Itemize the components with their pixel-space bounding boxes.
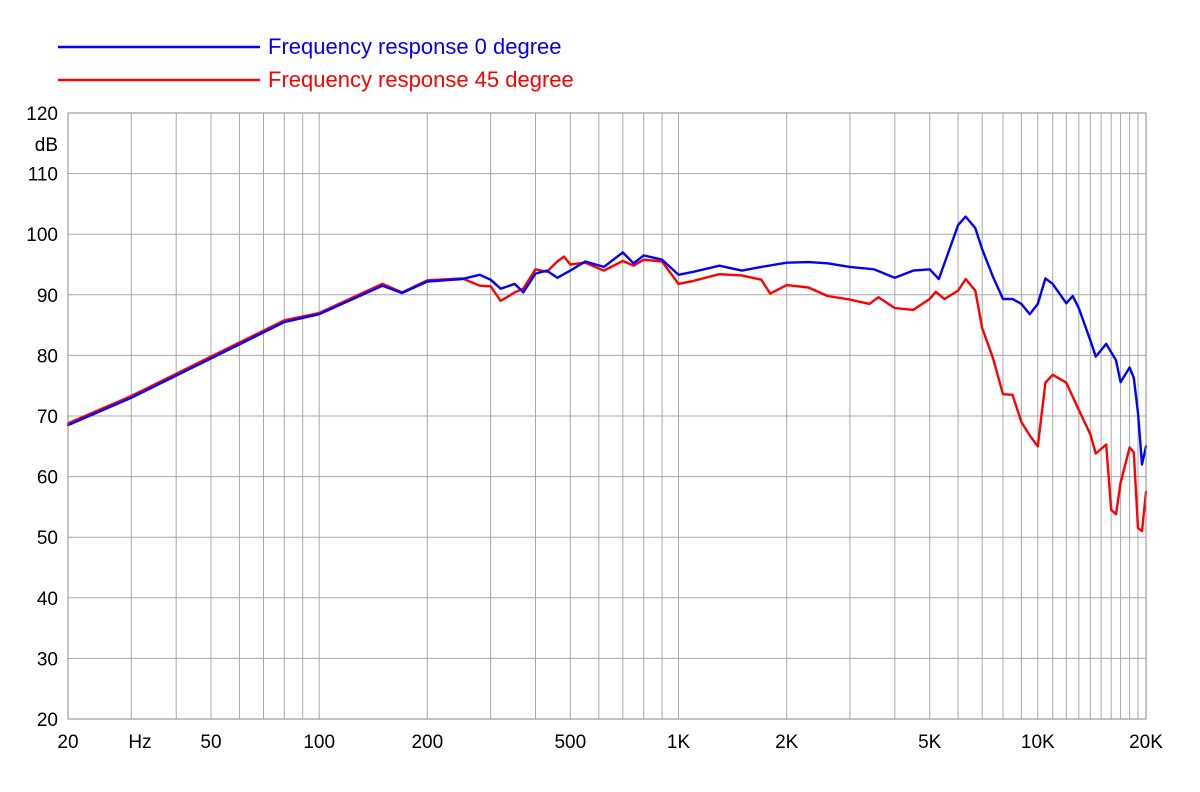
series-line-45deg: [66, 255, 1148, 533]
y-tick-label: 90: [37, 286, 58, 307]
y-tick-label: 30: [37, 649, 58, 670]
y-tick-label: 20: [37, 710, 58, 731]
plot-frame: [67, 112, 1147, 720]
x-tick-label: 20: [57, 732, 78, 753]
y-tick-label: 120: [26, 104, 58, 125]
grid-lines: [68, 113, 1146, 719]
x-tick-label: 50: [200, 732, 221, 753]
y-tick-label: 50: [37, 528, 58, 549]
y-tick-label: 40: [37, 589, 58, 610]
y-tick-label: 110: [28, 165, 58, 186]
x-tick-label: 5K: [918, 732, 942, 753]
legend-label-45deg: Frequency response 45 degree: [268, 67, 574, 92]
x-tick-label: 20K: [1129, 732, 1163, 753]
y-axis-ticks: 20 30 40 50 60 70 80 90 100 110 120: [26, 104, 58, 731]
x-tick-label: 500: [554, 732, 586, 753]
series-lines: [66, 215, 1148, 533]
x-axis-ticks: 20 50 100 200 500 1K 2K 5K 10K 20K: [57, 732, 1163, 753]
x-tick-label: 1K: [667, 732, 691, 753]
legend-label-0deg: Frequency response 0 degree: [268, 34, 562, 59]
x-axis-label: Hz: [128, 732, 151, 753]
y-tick-label: 80: [37, 346, 58, 367]
y-tick-label: 60: [37, 468, 58, 489]
x-tick-label: 10K: [1021, 732, 1055, 753]
y-tick-label: 70: [37, 407, 58, 428]
legend: Frequency response 0 degree Frequency re…: [58, 34, 574, 92]
x-tick-label: 100: [303, 732, 335, 753]
x-tick-label: 2K: [775, 732, 799, 753]
series-line-0deg: [66, 215, 1148, 466]
x-tick-label: 200: [411, 732, 443, 753]
y-axis-label: dB: [35, 135, 58, 156]
y-tick-label: 100: [26, 225, 58, 246]
